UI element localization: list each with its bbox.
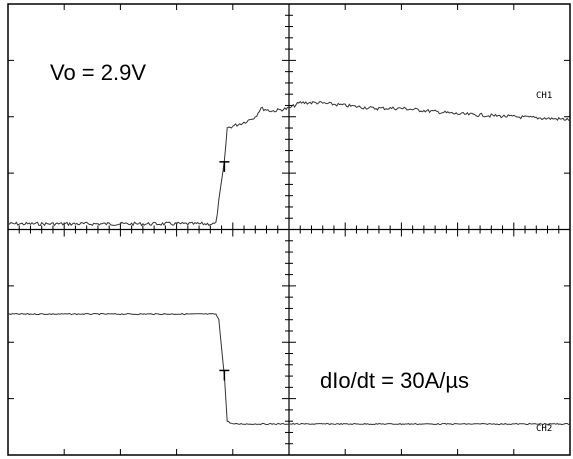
- trace-ch1: [7, 100, 571, 227]
- ch1-label: CH1: [536, 91, 553, 101]
- trace-ch2: [7, 312, 571, 426]
- traces: [7, 100, 571, 426]
- axis-ticks: [7, 3, 571, 456]
- didt-annotation: dIo/dt = 30A/µs: [320, 368, 470, 393]
- vo-annotation: Vo = 2.9V: [50, 60, 147, 85]
- ch2-label: CH2: [536, 424, 553, 434]
